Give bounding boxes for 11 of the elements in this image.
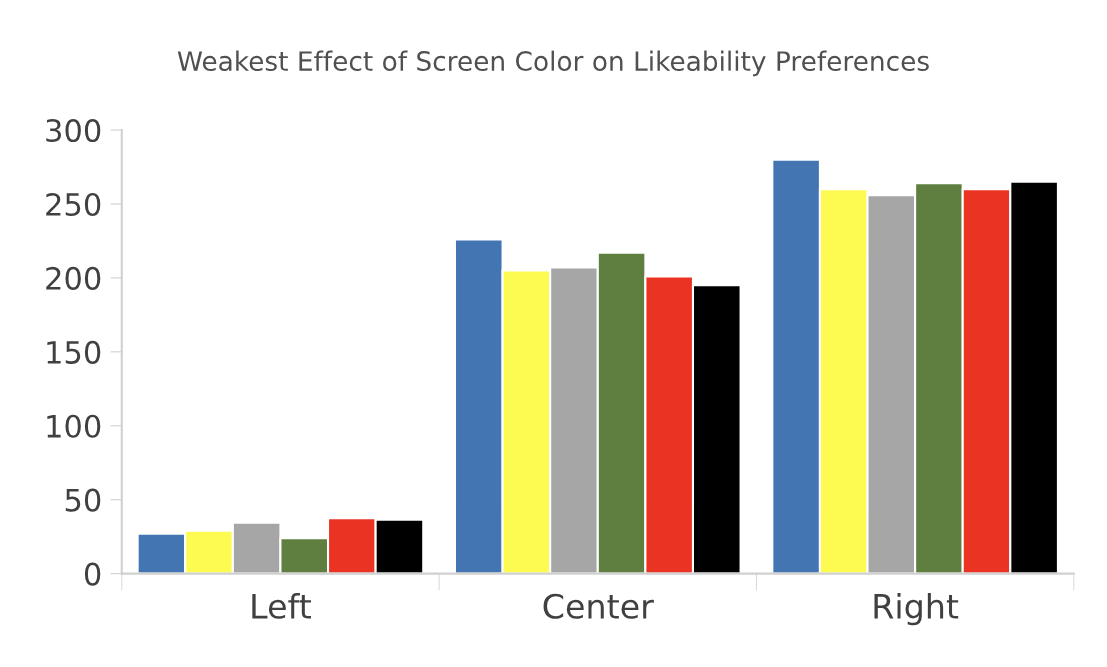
y-tick-label: 0: [84, 562, 101, 586]
chart-title: Weakest Effect of Screen Color on Likeability Preferences: [177, 50, 929, 77]
y-tick-label: 150: [47, 340, 101, 364]
x-tick-label: Left: [252, 593, 311, 619]
y-tick-label: 50: [65, 488, 101, 512]
x-tick-label: Center: [543, 593, 654, 619]
x-tick-label: Right: [874, 593, 959, 626]
y-tick-label: 300: [46, 119, 101, 143]
y-tick-label: 200: [46, 266, 101, 290]
y-tick-label: 100: [47, 414, 101, 438]
y-tick-label: 250: [46, 192, 101, 217]
